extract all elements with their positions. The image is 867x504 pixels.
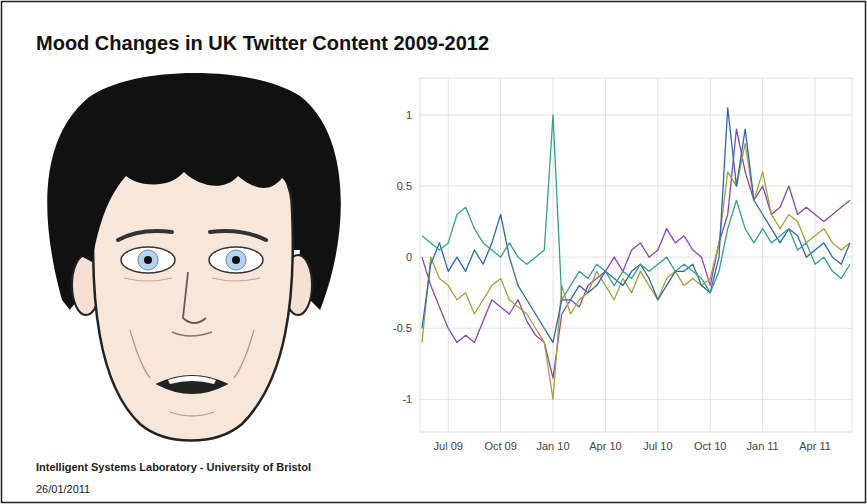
y-tick-label: 0.5 xyxy=(397,180,412,192)
series-line xyxy=(422,115,850,300)
x-tick-label: Oct 10 xyxy=(694,440,726,452)
y-tick-label: 0 xyxy=(406,251,412,263)
iris xyxy=(226,250,246,270)
x-grid-line xyxy=(500,78,501,432)
x-tick-label: Jul 09 xyxy=(434,440,463,452)
wrinkle xyxy=(234,330,254,378)
nose xyxy=(183,272,206,323)
x-grid-line xyxy=(815,78,816,432)
chin-line xyxy=(170,412,214,416)
teeth xyxy=(168,376,216,384)
y-grid-line xyxy=(420,186,852,187)
y-grid-line xyxy=(420,114,852,115)
series-line xyxy=(422,108,850,343)
chart: -1 -0.5 0 0.5 1 Jul 09 Oct 09 Jan 10 Apr 10 Jul 1… xyxy=(393,78,852,452)
y-grid-line xyxy=(420,257,852,258)
x-grid-line xyxy=(657,78,658,432)
plot-frame xyxy=(420,78,852,432)
annotation: 26/01/2011 xyxy=(36,483,90,495)
y-tick-label: 1 xyxy=(406,109,412,121)
mouth xyxy=(158,376,226,393)
eye-white xyxy=(121,247,175,273)
pupil xyxy=(144,256,152,264)
hair-fringe xyxy=(66,83,322,262)
x-tick-label: Jul 10 xyxy=(643,440,672,452)
pupil xyxy=(232,256,240,264)
wrinkle xyxy=(130,330,150,378)
page: Mood Changes in UK Twitter Content 2009-… xyxy=(0,0,867,504)
y-grid-line xyxy=(420,399,852,400)
outer-frame xyxy=(2,2,866,503)
title: Mood Changes in UK Twitter Content 2009-… xyxy=(36,32,489,54)
series-line xyxy=(422,129,850,378)
eye-bag xyxy=(124,278,172,281)
iris xyxy=(138,250,158,270)
y-tick-label: -0.5 xyxy=(393,322,412,334)
face-illustration xyxy=(47,73,341,441)
x-tick-label: Jan 11 xyxy=(747,440,779,452)
x-tick-label: Apr 10 xyxy=(589,440,621,452)
y-tick-label: -1 xyxy=(402,393,412,405)
x-grid-line xyxy=(448,78,449,432)
brow xyxy=(210,231,266,240)
y-grid-line xyxy=(420,328,852,329)
eye-white xyxy=(209,247,263,273)
x-tick-label: Apr 11 xyxy=(799,440,831,452)
annotation: Intelligent Systems Laboratory - Univers… xyxy=(36,461,311,473)
x-tick-label: Jan 10 xyxy=(537,440,570,452)
brow xyxy=(118,231,172,240)
x-grid-line xyxy=(710,78,711,432)
x-grid-line xyxy=(762,78,763,432)
x-tick-label: Oct 09 xyxy=(484,440,516,452)
upper-lip-line xyxy=(172,332,212,336)
x-grid-line xyxy=(605,78,606,432)
eye-bag xyxy=(212,278,260,281)
lines xyxy=(422,108,850,399)
